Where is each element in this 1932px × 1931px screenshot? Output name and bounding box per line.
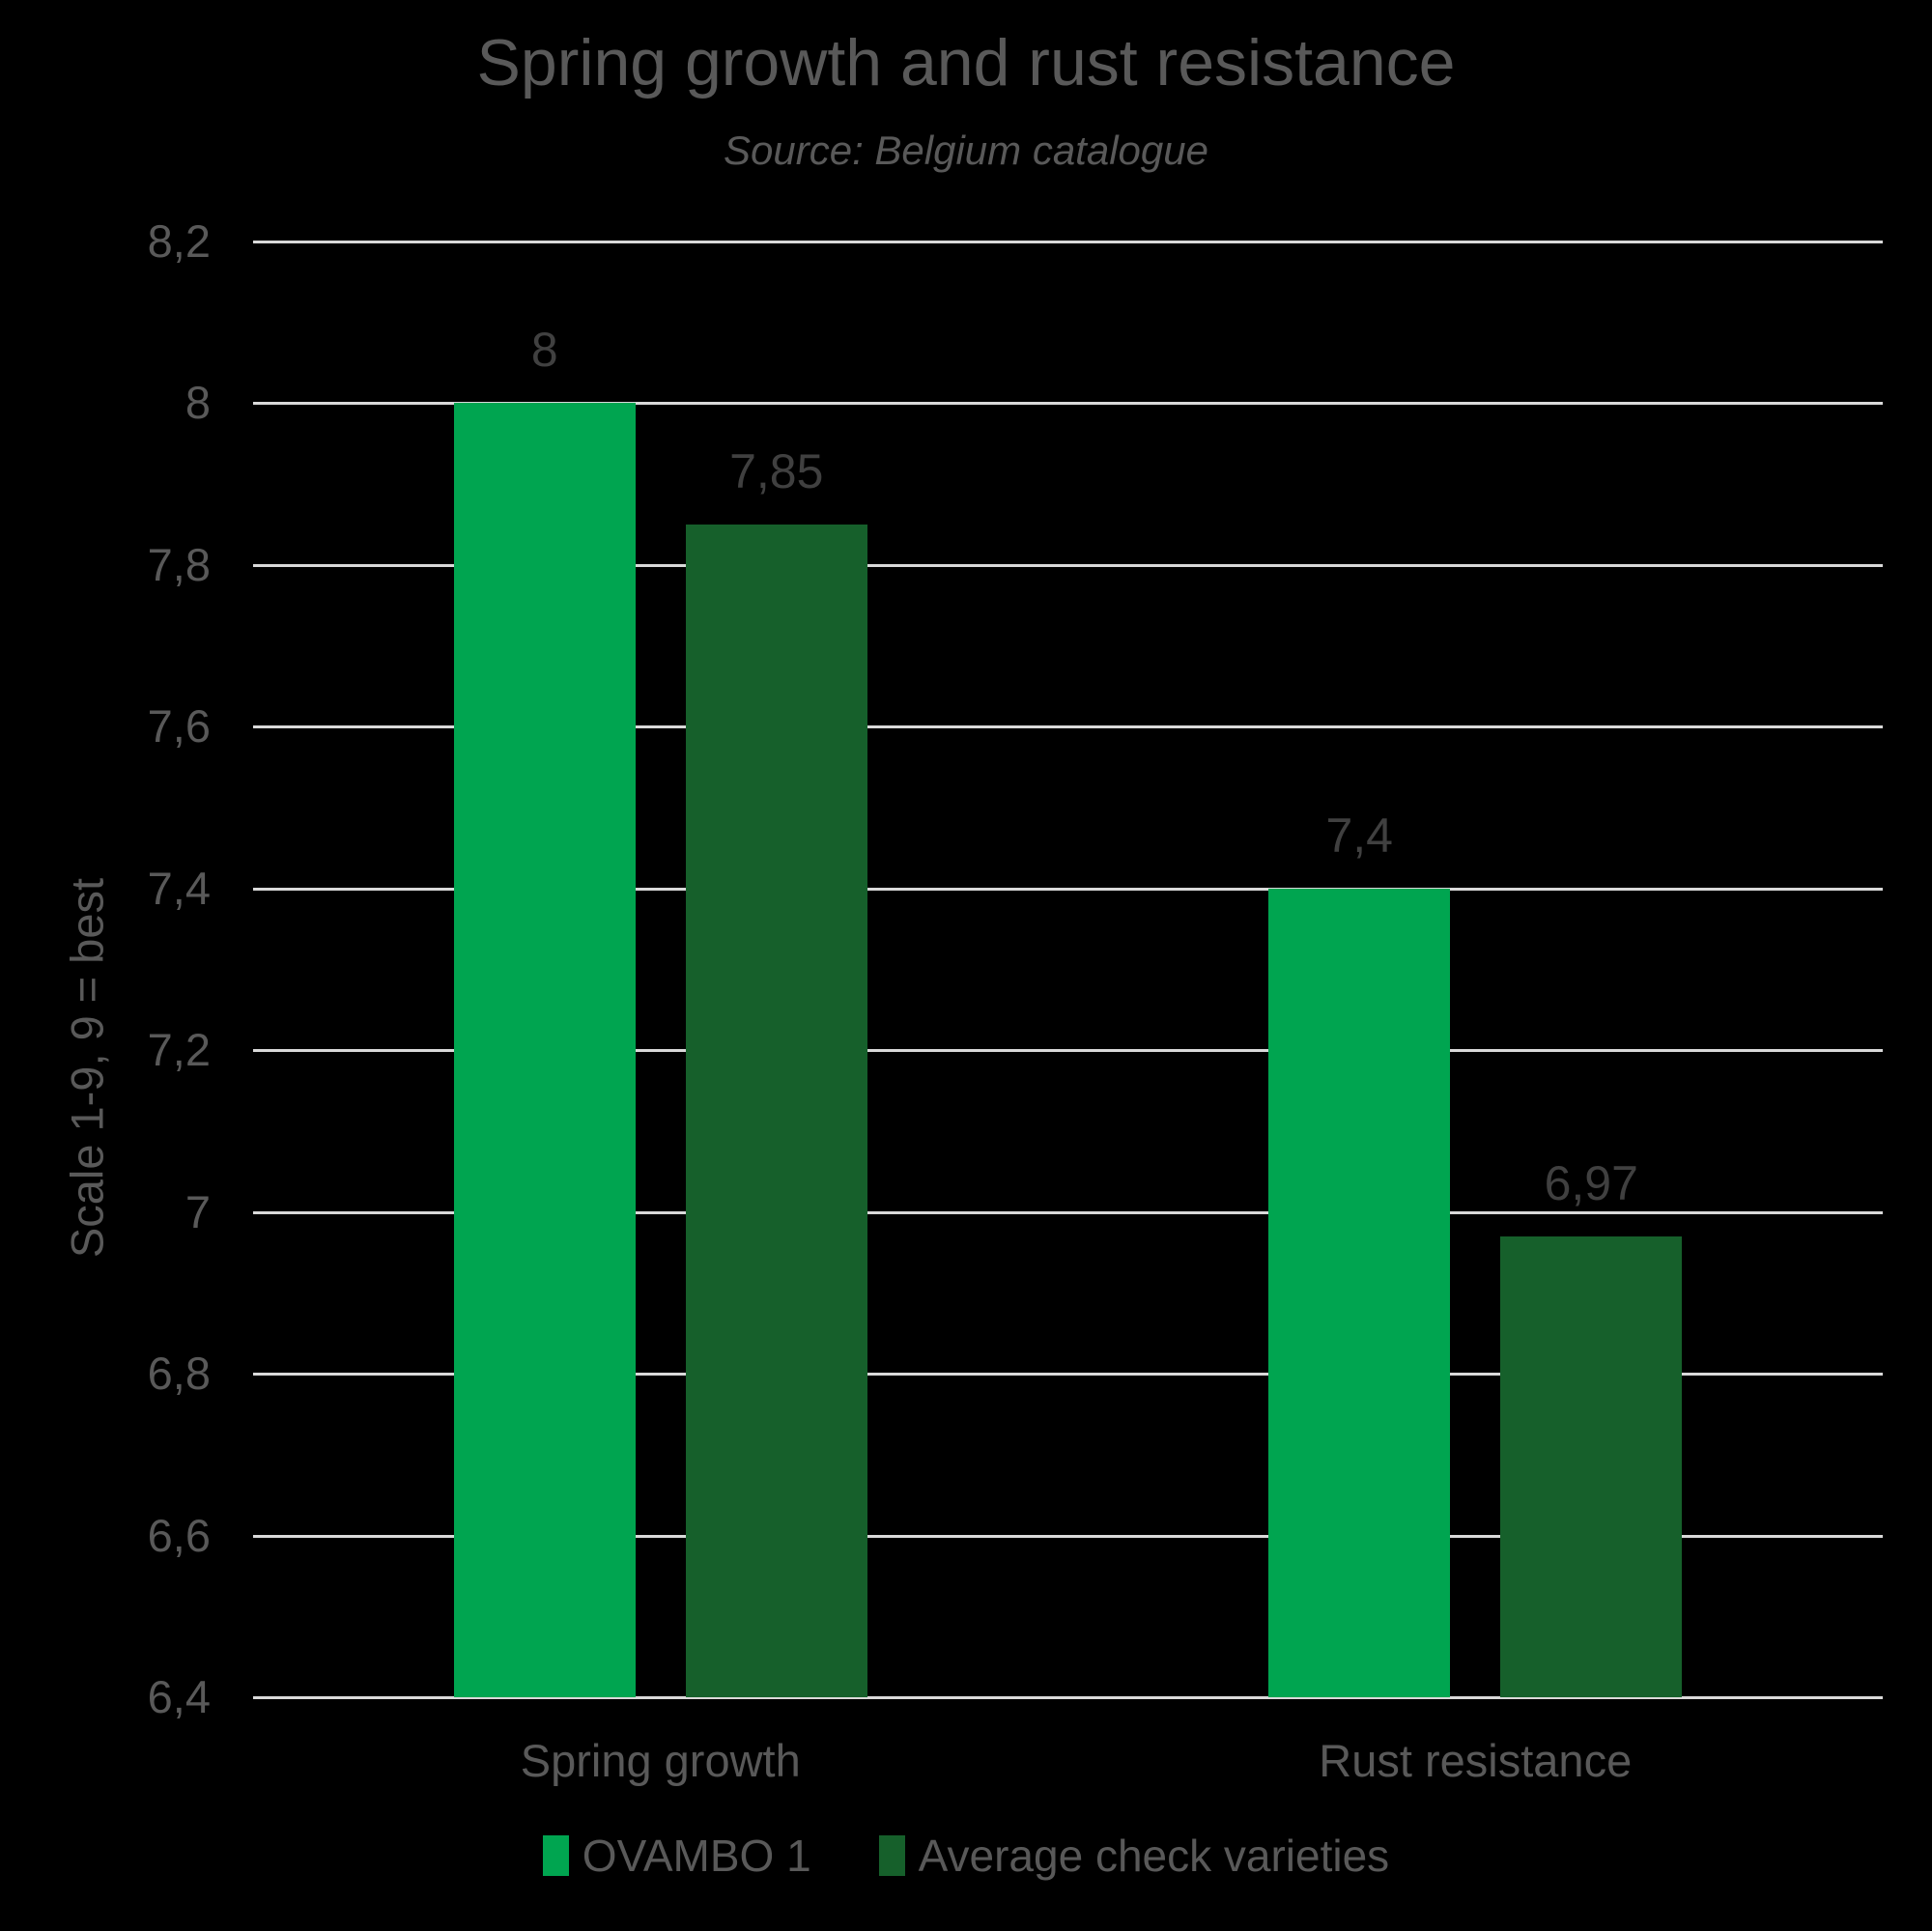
x-category-label: Rust resistance (1319, 1735, 1633, 1786)
y-tick-label: 7,4 (147, 862, 211, 914)
y-tick-label: 8 (185, 377, 211, 429)
gridline (253, 402, 1883, 406)
legend-swatch-icon (542, 1835, 569, 1876)
bar-value-label: 6,97 (1544, 1155, 1638, 1210)
gridline (253, 241, 1883, 243)
legend-item: OVAMBO 1 (542, 1831, 811, 1881)
plot-area (253, 241, 1883, 1699)
legend: OVAMBO 1 Average check varieties (0, 1833, 1932, 1878)
y-tick-label: 7,2 (147, 1024, 211, 1076)
legend-label: OVAMBO 1 (582, 1831, 811, 1881)
bar-ovambo-1-rust-resistance (1268, 888, 1451, 1697)
y-tick-label: 7,8 (147, 538, 211, 590)
bar-average-check-varieties-spring-growth (685, 525, 867, 1697)
y-tick-label: 7,6 (147, 700, 211, 753)
chart-title: Spring growth and rust resistance (476, 26, 1456, 99)
gridline (253, 1049, 1883, 1053)
legend-item: Average check varieties (878, 1831, 1390, 1881)
y-tick-label: 6,8 (147, 1348, 211, 1400)
bar-value-label: 7,85 (729, 444, 824, 499)
gridline (253, 563, 1883, 567)
gridline (253, 1696, 1883, 1699)
y-tick-label: 6,6 (147, 1509, 211, 1561)
legend-label: Average check varieties (918, 1831, 1390, 1881)
bar-average-check-varieties-rust-resistance (1500, 1235, 1683, 1697)
legend-swatch-icon (878, 1835, 905, 1876)
gridline (253, 1210, 1883, 1214)
bar-ovambo-1-spring-growth (453, 403, 636, 1697)
gridline (253, 887, 1883, 891)
bar-value-label: 8 (530, 323, 558, 378)
gridline (253, 1373, 1883, 1377)
y-tick-label: 7 (185, 1185, 211, 1237)
bar-value-label: 7,4 (1325, 808, 1393, 863)
y-tick-label: 8,2 (147, 215, 211, 267)
x-category-label: Spring growth (520, 1735, 801, 1786)
y-tick-label: 6,4 (147, 1671, 211, 1722)
gridline (253, 1534, 1883, 1538)
chart-subtitle: Source: Belgium catalogue (724, 128, 1208, 173)
gridline (253, 725, 1883, 729)
